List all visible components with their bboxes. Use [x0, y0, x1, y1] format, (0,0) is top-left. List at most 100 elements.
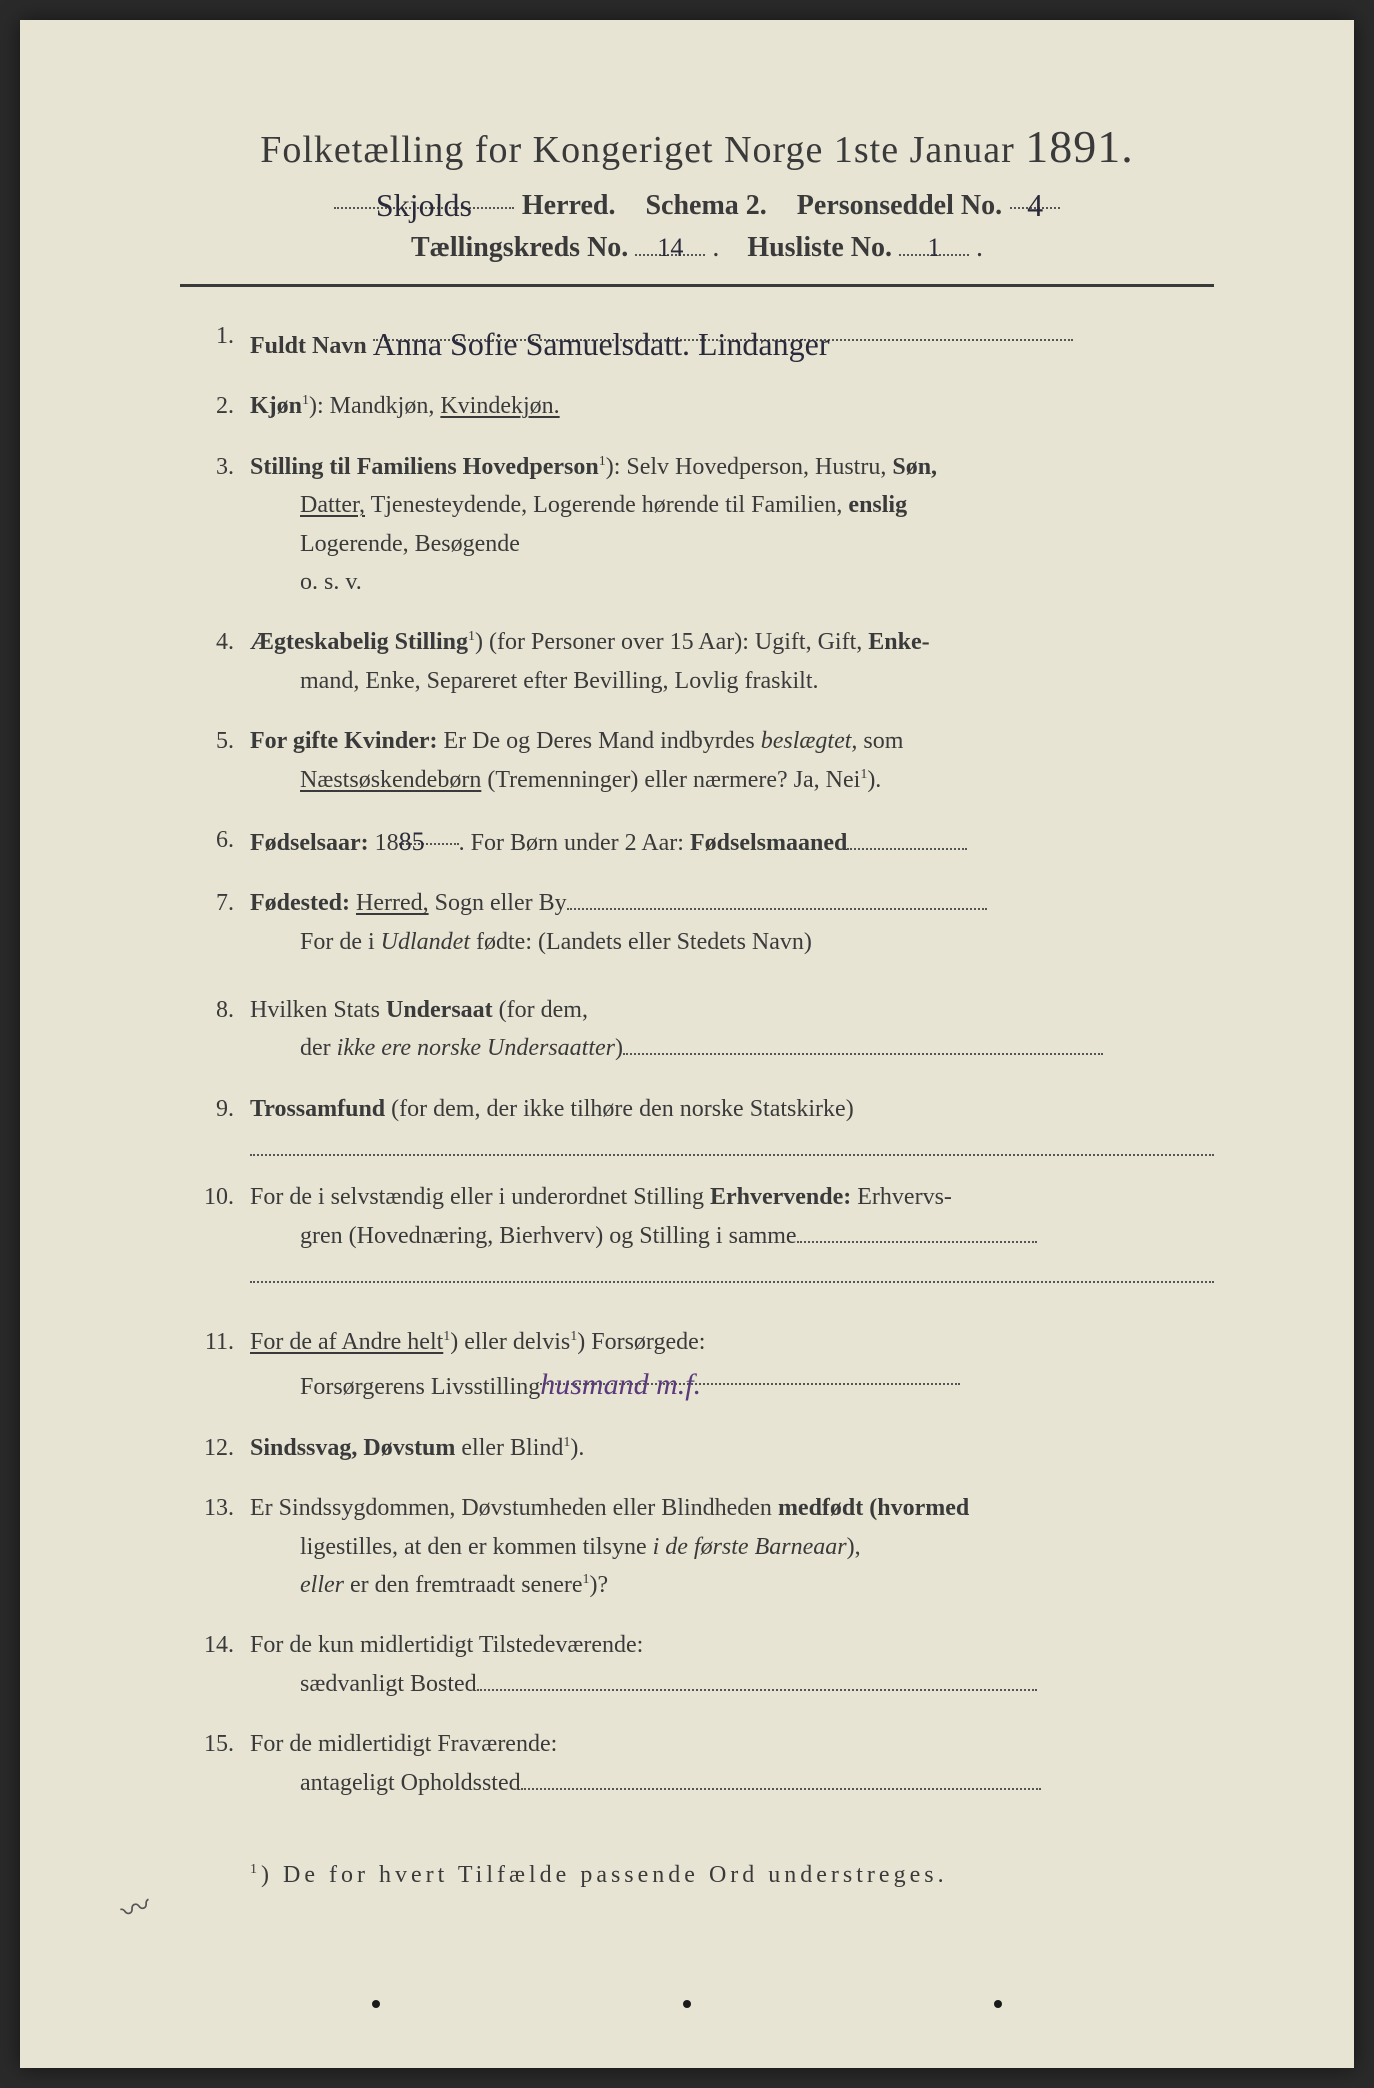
q5-line2c: ).	[867, 767, 881, 793]
question-12: 12. Sindssvag, Døvstum eller Blind1).	[200, 1429, 1214, 1467]
question-3: 3. Stilling til Familiens Hovedperson1):…	[200, 448, 1214, 602]
q8-line1c: (for dem,	[493, 997, 588, 1023]
q7-line1b: Herred,	[356, 890, 429, 916]
punch-hole	[683, 2000, 691, 2008]
census-form-page: Folketælling for Kongeriget Norge 1ste J…	[20, 20, 1354, 2068]
husliste-field: 1	[899, 232, 969, 256]
q6-year-value: 85	[399, 827, 425, 856]
q14-line1: For de kun midlertidigt Tilstedeværende:	[250, 1632, 643, 1658]
q13-line2: ligestilles, at den er kommen tilsyne i …	[250, 1528, 1214, 1566]
kreds-label: Tællingskreds No.	[411, 232, 628, 263]
form-header: Folketælling for Kongeriget Norge 1ste J…	[180, 120, 1214, 264]
question-8: 8. Hvilken Stats Undersaat (for dem, der…	[200, 991, 1214, 1068]
husliste-label: Husliste No.	[747, 232, 892, 263]
question-5: 5. For gifte Kvinder: Er De og Deres Man…	[200, 722, 1214, 799]
q4-line1b: Enke-	[868, 629, 929, 655]
q3-line3: Logerende, Besøgende	[250, 525, 1214, 563]
q9-text: (for dem, der ikke tilhøre den norske St…	[385, 1096, 854, 1122]
q13-body: Er Sindssygdommen, Døvstumheden eller Bl…	[250, 1489, 1214, 1604]
q3-sup: 1	[599, 454, 606, 469]
q5-line2b: (Tremenninger) eller nærmere? Ja, Nei	[481, 767, 860, 793]
q8-body: Hvilken Stats Undersaat (for dem, der ik…	[250, 991, 1214, 1068]
q8-line2a: der	[300, 1035, 337, 1061]
questions-list: 1. Fuldt Navn Anna Sofie Samuelsdatt. Li…	[180, 317, 1214, 1802]
q15-line2: antageligt Opholdssted	[250, 1764, 1214, 1802]
q11-line1a: For de af Andre helt	[250, 1329, 443, 1355]
q5-line2: Næstsøskendebørn (Tremenninger) eller næ…	[250, 761, 1214, 799]
personseddel-value: 4	[1027, 187, 1043, 223]
q14-line2: sædvanligt Bosted	[250, 1665, 1214, 1703]
question-10: 10. For de i selvstændig eller i underor…	[200, 1178, 1214, 1283]
kreds-field: 14	[635, 232, 705, 256]
paper-tear: 〰	[113, 1880, 156, 1932]
q4-body: Ægteskabelig Stilling1) (for Personer ov…	[250, 623, 1214, 700]
q6-year-field: 85	[399, 821, 459, 845]
q1-field: Anna Sofie Samuelsdatt. Lindanger	[373, 317, 1073, 341]
q11-provider-value: husmand m.f.	[540, 1368, 701, 1401]
q10-body: For de i selvstændig eller i underordnet…	[250, 1178, 1214, 1283]
q15-num: 15.	[200, 1725, 250, 1763]
q7-line2: For de i Udlandet fødte: (Landets eller …	[250, 923, 1214, 961]
q3-num: 3.	[200, 448, 250, 486]
q7-num: 7.	[200, 884, 250, 922]
q13-line2a: ligestilles, at den er kommen tilsyne	[300, 1534, 653, 1560]
personseddel-label: Personseddel No.	[797, 190, 1002, 222]
q11-line2: Forsørgerens Livsstillinghusmand m.f.	[250, 1361, 1214, 1406]
footer-text: ) De for hvert Tilfælde passende Ord und…	[261, 1862, 948, 1888]
q11-line1c: ) Forsørgede:	[577, 1329, 705, 1355]
q13-sup: 1	[583, 1572, 590, 1587]
q4-line1a: ) (for Personer over 15 Aar): Ugift, Gif…	[475, 629, 868, 655]
q13-line3: eller er den fremtraadt senere1)?	[250, 1566, 1214, 1604]
punch-marks	[20, 2000, 1354, 2008]
q4-line2: mand, Enke, Separeret efter Bevilling, L…	[250, 662, 1214, 700]
q4-num: 4.	[200, 623, 250, 661]
q3-line4: o. s. v.	[250, 563, 1214, 601]
question-14: 14. For de kun midlertidigt Tilstedevære…	[200, 1626, 1214, 1703]
q13-line3a: eller	[300, 1572, 344, 1598]
q2-underlined: Kvindekjøn.	[440, 393, 559, 419]
q8-line1a: Hvilken Stats	[250, 997, 386, 1023]
q2-num: 2.	[200, 387, 250, 425]
q10-line1c: Erhvervs-	[851, 1184, 952, 1210]
q5-line1c: som	[857, 728, 903, 754]
q10-line1b: Erhvervende:	[710, 1184, 851, 1210]
q6-month-field	[847, 830, 967, 850]
q12-texta: eller Blind	[455, 1435, 563, 1461]
personseddel-field: 4	[1010, 185, 1060, 209]
q1-label: Fuldt Navn	[250, 333, 367, 359]
q7-body: Fødested: Herred, Sogn eller By For de i…	[250, 884, 1214, 961]
q11-line1b: ) eller delvis	[450, 1329, 570, 1355]
q3-body: Stilling til Familiens Hovedperson1): Se…	[250, 448, 1214, 602]
q8-field	[623, 1035, 1103, 1055]
q14-line2-text: sædvanligt Bosted	[300, 1671, 477, 1697]
schema-label: Schema 2.	[645, 190, 766, 222]
q8-num: 8.	[200, 991, 250, 1029]
q3-label: Stilling til Familiens Hovedperson	[250, 454, 599, 480]
q11-line2-text: Forsørgerens Livsstilling	[300, 1374, 540, 1400]
q3-line1a: ): Selv Hovedperson, Hustru,	[606, 454, 893, 480]
q8-line2b: ikke ere norske Undersaatter	[337, 1035, 615, 1061]
question-2: 2. Kjøn1): Mandkjøn, Kvindekjøn.	[200, 387, 1214, 425]
q15-body: For de midlertidigt Fraværende: antageli…	[250, 1725, 1214, 1802]
q1-value: Anna Sofie Samuelsdatt. Lindanger	[373, 326, 830, 362]
q11-field: husmand m.f.	[540, 1361, 960, 1385]
q9-label: Trossamfund	[250, 1096, 385, 1122]
q12-textb: ).	[570, 1435, 584, 1461]
q7-line2c: fødte: (Landets eller Stedets Navn)	[470, 929, 812, 955]
q10-field1	[797, 1223, 1037, 1243]
q7-line2a: For de i	[300, 929, 381, 955]
kreds-value: 14	[657, 233, 683, 262]
herred-field: Skjolds	[334, 185, 514, 209]
q5-line2a: Næstsøskendebørn	[300, 767, 481, 793]
herred-value: Skjolds	[376, 187, 472, 223]
q2-sup: 1	[302, 393, 309, 408]
q11-num: 11.	[200, 1323, 250, 1361]
q3-line1b: Søn,	[892, 454, 937, 480]
question-11: 11. For de af Andre helt1) eller delvis1…	[200, 1323, 1214, 1407]
question-7: 7. Fødested: Herred, Sogn eller By For d…	[200, 884, 1214, 961]
q10-field2	[250, 1263, 1214, 1283]
q8-line2: der ikke ere norske Undersaatter)	[250, 1029, 1214, 1067]
title-prefix: Folketælling for Kongeriget Norge 1ste J…	[260, 129, 1015, 171]
q7-label: Fødested:	[250, 890, 350, 916]
q13-line2c: ),	[847, 1534, 861, 1560]
